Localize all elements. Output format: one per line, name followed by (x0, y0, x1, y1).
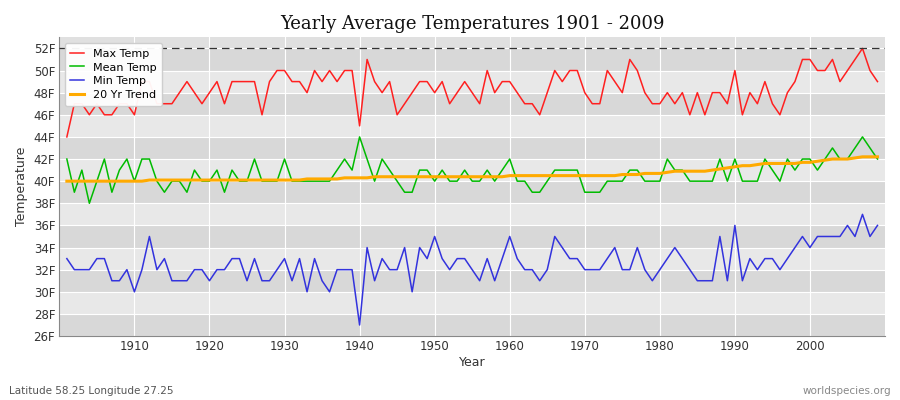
Max Temp (594, 101, 605, 106)
Mean Temp (84, 201, 94, 206)
20 Yr Trend (857, 154, 868, 159)
Line: Max Temp: Max Temp (67, 48, 878, 137)
Mean Temp (294, 179, 305, 184)
Line: 20 Yr Trend: 20 Yr Trend (67, 157, 878, 181)
Mean Temp (512, 179, 523, 184)
Min Temp (61, 256, 72, 261)
Max Temp (504, 79, 515, 84)
Title: Yearly Average Temperatures 1901 - 2009: Yearly Average Temperatures 1901 - 2009 (280, 15, 664, 33)
Mean Temp (129, 179, 140, 184)
Bar (59, 248, 885, 270)
Min Temp (512, 256, 523, 261)
Bar (59, 93, 885, 115)
Min Temp (355, 322, 365, 327)
Mean Temp (339, 157, 350, 162)
Mean Temp (609, 179, 620, 184)
Max Temp (122, 101, 132, 106)
Bar (59, 115, 885, 137)
Line: Mean Temp: Mean Temp (67, 137, 878, 203)
20 Yr Trend (594, 173, 605, 178)
20 Yr Trend (61, 179, 72, 184)
Min Temp (286, 278, 297, 283)
Bar (59, 314, 885, 336)
Max Temp (61, 134, 72, 139)
Mean Temp (61, 157, 72, 162)
X-axis label: Year: Year (459, 356, 485, 369)
20 Yr Trend (504, 173, 515, 178)
Y-axis label: Temperature: Temperature (15, 147, 28, 226)
Min Temp (122, 267, 132, 272)
Max Temp (497, 79, 508, 84)
Max Temp (286, 79, 297, 84)
Min Temp (872, 223, 883, 228)
Min Temp (857, 212, 868, 217)
Mean Temp (355, 134, 365, 139)
20 Yr Trend (497, 174, 508, 179)
Bar (59, 137, 885, 159)
Mean Temp (872, 157, 883, 162)
Bar (59, 203, 885, 226)
Bar (59, 292, 885, 314)
Max Temp (332, 79, 343, 84)
Line: Min Temp: Min Temp (67, 214, 878, 325)
20 Yr Trend (872, 154, 883, 159)
Bar (59, 270, 885, 292)
Text: Latitude 58.25 Longitude 27.25: Latitude 58.25 Longitude 27.25 (9, 386, 174, 396)
Max Temp (857, 46, 868, 51)
Legend: Max Temp, Mean Temp, Min Temp, 20 Yr Trend: Max Temp, Mean Temp, Min Temp, 20 Yr Tre… (65, 43, 162, 106)
Max Temp (872, 79, 883, 84)
Text: worldspecies.org: worldspecies.org (803, 386, 891, 396)
Bar (59, 159, 885, 181)
Min Temp (602, 256, 613, 261)
20 Yr Trend (286, 178, 297, 182)
Mean Temp (519, 179, 530, 184)
20 Yr Trend (332, 176, 343, 181)
Bar (59, 181, 885, 203)
Min Temp (332, 267, 343, 272)
Bar (59, 70, 885, 93)
20 Yr Trend (122, 179, 132, 184)
Min Temp (504, 234, 515, 239)
Bar (59, 48, 885, 70)
Bar (59, 226, 885, 248)
